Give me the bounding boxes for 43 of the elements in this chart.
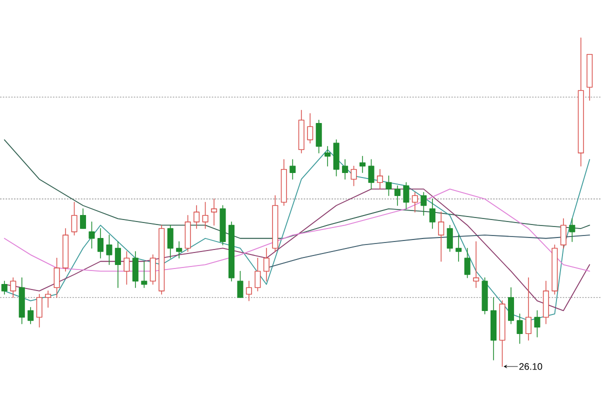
candlestick — [158, 224, 165, 294]
candlestick — [456, 234, 462, 262]
candlestick — [62, 228, 69, 272]
candlestick — [525, 277, 532, 340]
candlestick — [446, 224, 453, 252]
candlestick — [194, 204, 200, 229]
candlestick — [97, 228, 104, 258]
candlestick — [290, 158, 296, 180]
candlestick — [560, 218, 566, 248]
candlestick — [542, 280, 549, 324]
candlestick — [54, 257, 60, 298]
candlestick — [18, 277, 25, 324]
candlestick — [578, 37, 584, 166]
candlestick — [490, 296, 497, 360]
candlestick — [307, 112, 314, 144]
candlestick — [106, 234, 112, 265]
candlestick — [211, 198, 218, 226]
candlestick — [28, 306, 34, 324]
candlestick — [246, 280, 252, 301]
candlestick — [263, 248, 270, 282]
candlestick — [150, 254, 156, 285]
annotation: 26.10 — [519, 362, 542, 370]
candlestick — [10, 277, 16, 298]
candlestick — [394, 185, 400, 206]
candlestick — [473, 241, 480, 288]
candlestick — [228, 221, 235, 282]
candlestick — [360, 156, 366, 173]
candlestick — [429, 198, 436, 229]
candlestick — [114, 241, 121, 288]
candlestick — [167, 224, 174, 258]
candlestick — [132, 250, 138, 288]
candlestick — [88, 221, 95, 248]
candlestick — [324, 146, 331, 166]
candlestick — [176, 241, 182, 258]
candlestick — [342, 158, 348, 180]
candlestick — [45, 290, 52, 308]
candlestick — [376, 168, 384, 190]
candlestick — [1, 280, 8, 294]
candlestick — [508, 287, 514, 324]
candlestick — [280, 158, 287, 206]
candlestick — [298, 110, 304, 154]
candlestick — [412, 192, 418, 212]
candlestick — [438, 211, 444, 262]
